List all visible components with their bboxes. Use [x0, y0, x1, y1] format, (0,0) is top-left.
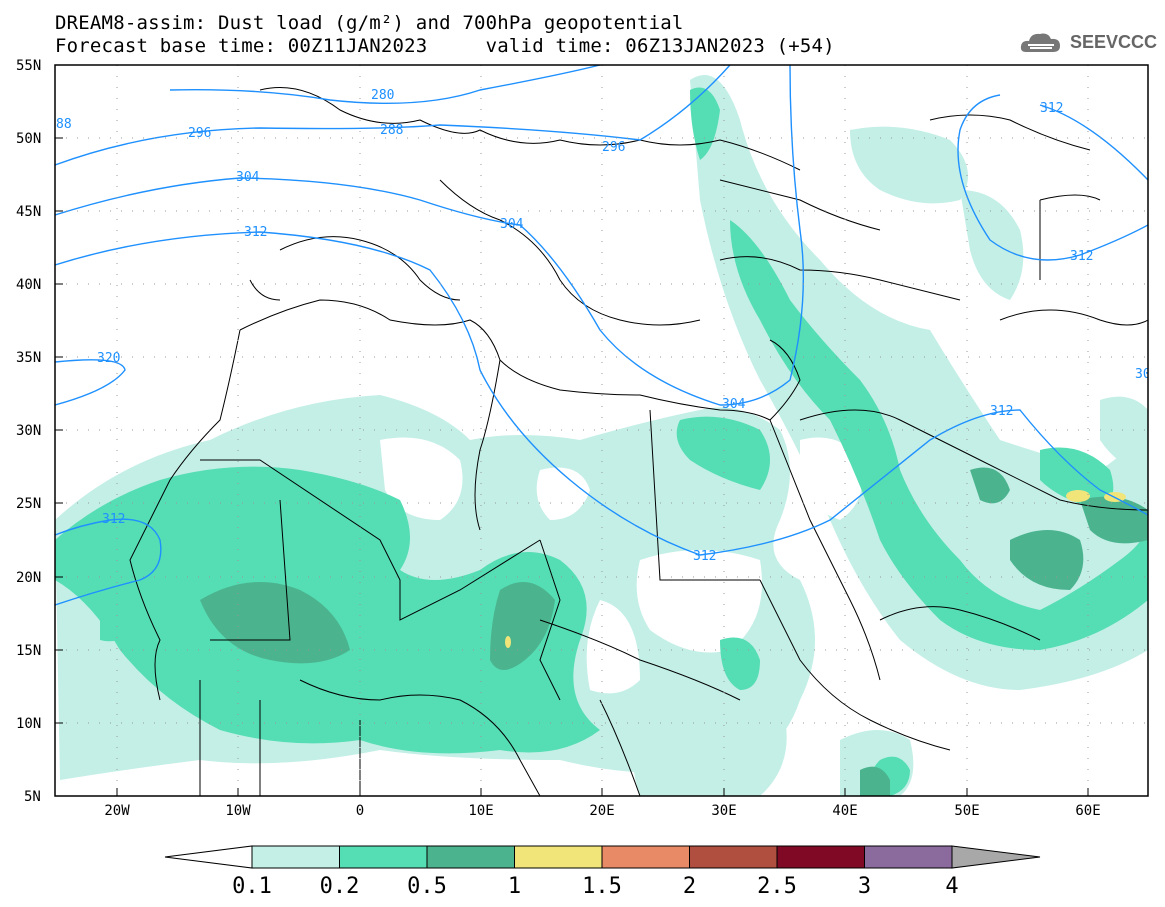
contour-label: 304 — [236, 170, 260, 185]
colorbar-cell — [251, 845, 340, 869]
dust-shading: 280 288 296 296 304 304 312 312 312 312 … — [55, 65, 1151, 796]
lat-label: 35N — [16, 350, 41, 366]
lat-label: 15N — [16, 643, 41, 659]
colorbar-cell — [689, 845, 778, 869]
contour-label: 312 — [1040, 101, 1063, 116]
lon-label: 10W — [225, 803, 251, 819]
colorbar-cell — [601, 845, 690, 869]
lon-label: 50E — [954, 803, 979, 819]
contour-label: 296 — [188, 126, 211, 141]
contour-labels: 280 288 296 296 304 304 312 312 312 312 … — [56, 88, 1151, 564]
dust-high-areas — [200, 467, 1148, 796]
colorbar-label: 2 — [683, 874, 696, 899]
geopotential-contours — [55, 65, 1148, 606]
colorbar-cell — [514, 845, 603, 869]
axis-ticks — [55, 137, 1089, 796]
colorbar-cell — [864, 845, 953, 869]
contour-label: 312 — [990, 404, 1013, 419]
colorbar-label: 1.5 — [582, 874, 622, 899]
colorbar-under-triangle — [164, 845, 253, 869]
lon-label: 20E — [589, 803, 614, 819]
colorbar-cell — [339, 845, 428, 869]
contour-label: 320 — [97, 351, 120, 366]
lon-label: 0 — [356, 803, 364, 819]
lon-label: 40E — [832, 803, 857, 819]
dust-free-areas — [380, 437, 863, 694]
latitude-labels: 55N 50N 45N 40N 35N 30N 25N 20N 15N 10N … — [16, 58, 41, 805]
graticule — [55, 65, 1148, 796]
contour-label: 304 — [500, 217, 524, 232]
colorbar-cell — [426, 845, 515, 869]
colorbar-label: 0.1 — [232, 874, 272, 899]
map-title: DREAM8-assim: Dust load (g/m²) and 700hP… — [55, 12, 684, 34]
lat-label: 55N — [16, 58, 41, 74]
lat-label: 30N — [16, 423, 41, 439]
seevccc-cloud-icon — [1020, 33, 1060, 52]
map-subtitle: Forecast base time: 00Z11JAN2023 valid t… — [55, 35, 835, 57]
lat-label: 20N — [16, 570, 41, 586]
lat-label: 45N — [16, 204, 41, 220]
lat-label: 25N — [16, 496, 41, 512]
colorbar-label: 0.2 — [320, 874, 360, 899]
contour-label: 296 — [602, 140, 625, 155]
contour-label: 280 — [371, 88, 394, 103]
colorbar-over-triangle — [951, 845, 1041, 869]
colorbar-label: 3 — [858, 874, 871, 899]
colorbar-cell — [776, 845, 865, 869]
colorbar-label: 0.5 — [407, 874, 447, 899]
longitude-labels: 20W 10W 0 10E 20E 30E 40E 50E 60E — [104, 803, 1100, 819]
lon-label: 30E — [711, 803, 736, 819]
lon-label: 60E — [1075, 803, 1100, 819]
colorbar-label: 2.5 — [757, 874, 797, 899]
contour-label: 312 — [102, 512, 125, 527]
lat-label: 50N — [16, 131, 41, 147]
colorbar-label: 1 — [508, 874, 521, 899]
country-borders — [129, 87, 1148, 796]
colorbar-label: 4 — [945, 874, 958, 899]
logo-text: SEEVCCC — [1070, 32, 1158, 52]
contour-label: 288 — [380, 123, 403, 138]
lon-label: 10E — [468, 803, 493, 819]
contour-label: 312 — [244, 225, 267, 240]
lat-label: 10N — [16, 716, 41, 732]
contour-label: 304 — [722, 397, 746, 412]
contour-label: 30 — [1135, 367, 1151, 382]
contour-label: 312 — [1070, 249, 1093, 264]
contour-label: 88 — [56, 117, 72, 132]
contour-label: 312 — [693, 549, 716, 564]
lat-label: 5N — [24, 789, 41, 805]
lon-label: 20W — [104, 803, 130, 819]
lat-label: 40N — [16, 277, 41, 293]
colorbar: 0.1 0.2 0.5 1 1.5 2 2.5 3 4 — [164, 845, 1041, 899]
